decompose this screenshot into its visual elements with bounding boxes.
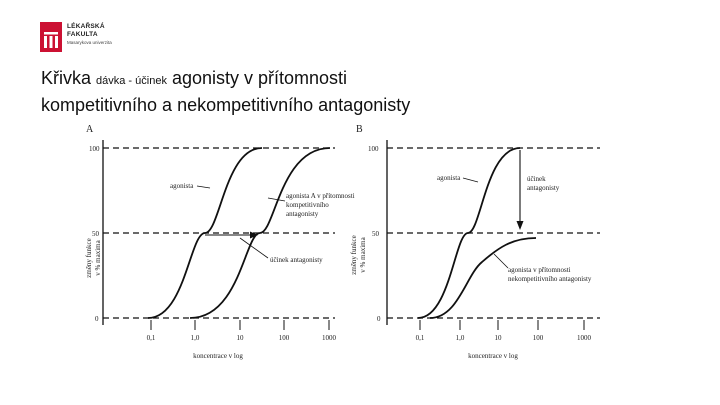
panel-a-competitive-pointer (267, 197, 286, 202)
logo-line-1: LÉKAŘSKÁ (67, 23, 105, 30)
panel-a-competitive-label-3: antagonisty (286, 210, 319, 218)
panel-a-agonist-pointer (196, 185, 211, 189)
panel-b-y-label-line-2: v % maxima (359, 236, 367, 272)
panel-b-y-label-line-1: změny funkce (350, 235, 358, 274)
panel-a-ytick-100: 100 (89, 145, 100, 153)
panel-a-y-label: změny funkce v % maxima (85, 238, 102, 277)
panel-b-x-label: koncentrace v log (468, 352, 518, 360)
panel-b-noncompetitive-curve (429, 237, 537, 319)
panel-a: A 100 50 0 změny funkce v % maxima 0,1 1… (85, 124, 355, 360)
panel-b-effect-label-1: účinek (527, 175, 546, 183)
panel-b: B 100 50 0 změny funkce v % maxima 0,1 1… (350, 124, 600, 360)
panel-a-xtick-1000: 1000 (322, 334, 337, 342)
panel-b-agonist-curve (417, 147, 521, 319)
panel-a-competitive-curve (189, 147, 331, 319)
title-part-3: agonisty v přítomnosti (166, 68, 348, 88)
panel-b-effect-label-2: antagonisty (527, 184, 560, 192)
panel-b-agonist-label: agonista (437, 174, 461, 182)
title-part-2: dávka - účinek (96, 75, 167, 87)
panel-b-letter: B (356, 124, 363, 135)
panel-b-xtick-100: 100 (533, 334, 544, 342)
panel-b-noncompetitive-label-2: nekompetitivního antagonisty (508, 275, 592, 283)
panel-b-xtick-10: 10 (495, 334, 503, 342)
slide-title: Křivka dávka - účinek agonisty v přítomn… (41, 66, 701, 117)
logo-line-3: Masarykova univerzita (67, 40, 112, 45)
panel-a-y-label-line-2: v % maxima (94, 239, 102, 275)
panel-a-agonist-label: agonista (170, 182, 194, 190)
panel-a-effect-label: účinek antagonisty (270, 256, 323, 264)
panel-a-letter: A (86, 124, 94, 135)
panel-a-competitive-label-2: kompetitivního (286, 201, 329, 209)
slide-title-line-2: kompetitivního a nekompetitivního antago… (41, 95, 411, 115)
panel-b-agonist-pointer (462, 177, 479, 183)
panel-a-competitive-label-1: agonista A v přítomnosti (286, 192, 355, 200)
faculty-logo-icon (40, 22, 62, 52)
panel-b-ytick-100: 100 (368, 145, 379, 153)
panel-b-noncompetitive-label-1: agonista v přítomnosti (508, 266, 571, 274)
panel-b-ytick-50: 50 (372, 230, 380, 238)
panel-a-ytick-0: 0 (95, 315, 99, 323)
logo-line-2: FAKULTA (67, 31, 98, 38)
panel-a-xtick-100: 100 (279, 334, 290, 342)
panel-a-shift-arrowhead (250, 231, 258, 239)
panel-a-xtick-0-1: 0,1 (147, 334, 156, 342)
panel-b-xtick-1000: 1000 (577, 334, 592, 342)
panel-a-agonist-curve (147, 147, 263, 319)
panel-a-effect-pointer (239, 237, 269, 259)
panel-a-xtick-10: 10 (237, 334, 245, 342)
panel-b-xtick-1-0: 1,0 (456, 334, 465, 342)
faculty-logo: LÉKAŘSKÁ FAKULTA Masarykova univerzita (40, 22, 140, 54)
panel-b-xtick-0-1: 0,1 (416, 334, 425, 342)
panel-a-ytick-50: 50 (92, 230, 100, 238)
panel-b-noncompetitive-pointer (493, 253, 509, 269)
panel-a-xtick-1-0: 1,0 (191, 334, 200, 342)
panel-a-x-label: koncentrace v log (193, 352, 243, 360)
slide-title-line-1: Křivka dávka - účinek agonisty v přítomn… (41, 66, 701, 93)
panel-a-y-label-line-1: změny funkce (85, 238, 93, 277)
title-part-1: Křivka (41, 68, 97, 88)
panel-b-reduction-arrowhead (516, 221, 524, 230)
panel-b-ytick-0: 0 (377, 315, 381, 323)
panel-b-y-label: změny funkce v % maxima (350, 235, 367, 274)
faculty-logo-text: LÉKAŘSKÁ FAKULTA Masarykova univerzita (67, 23, 112, 46)
